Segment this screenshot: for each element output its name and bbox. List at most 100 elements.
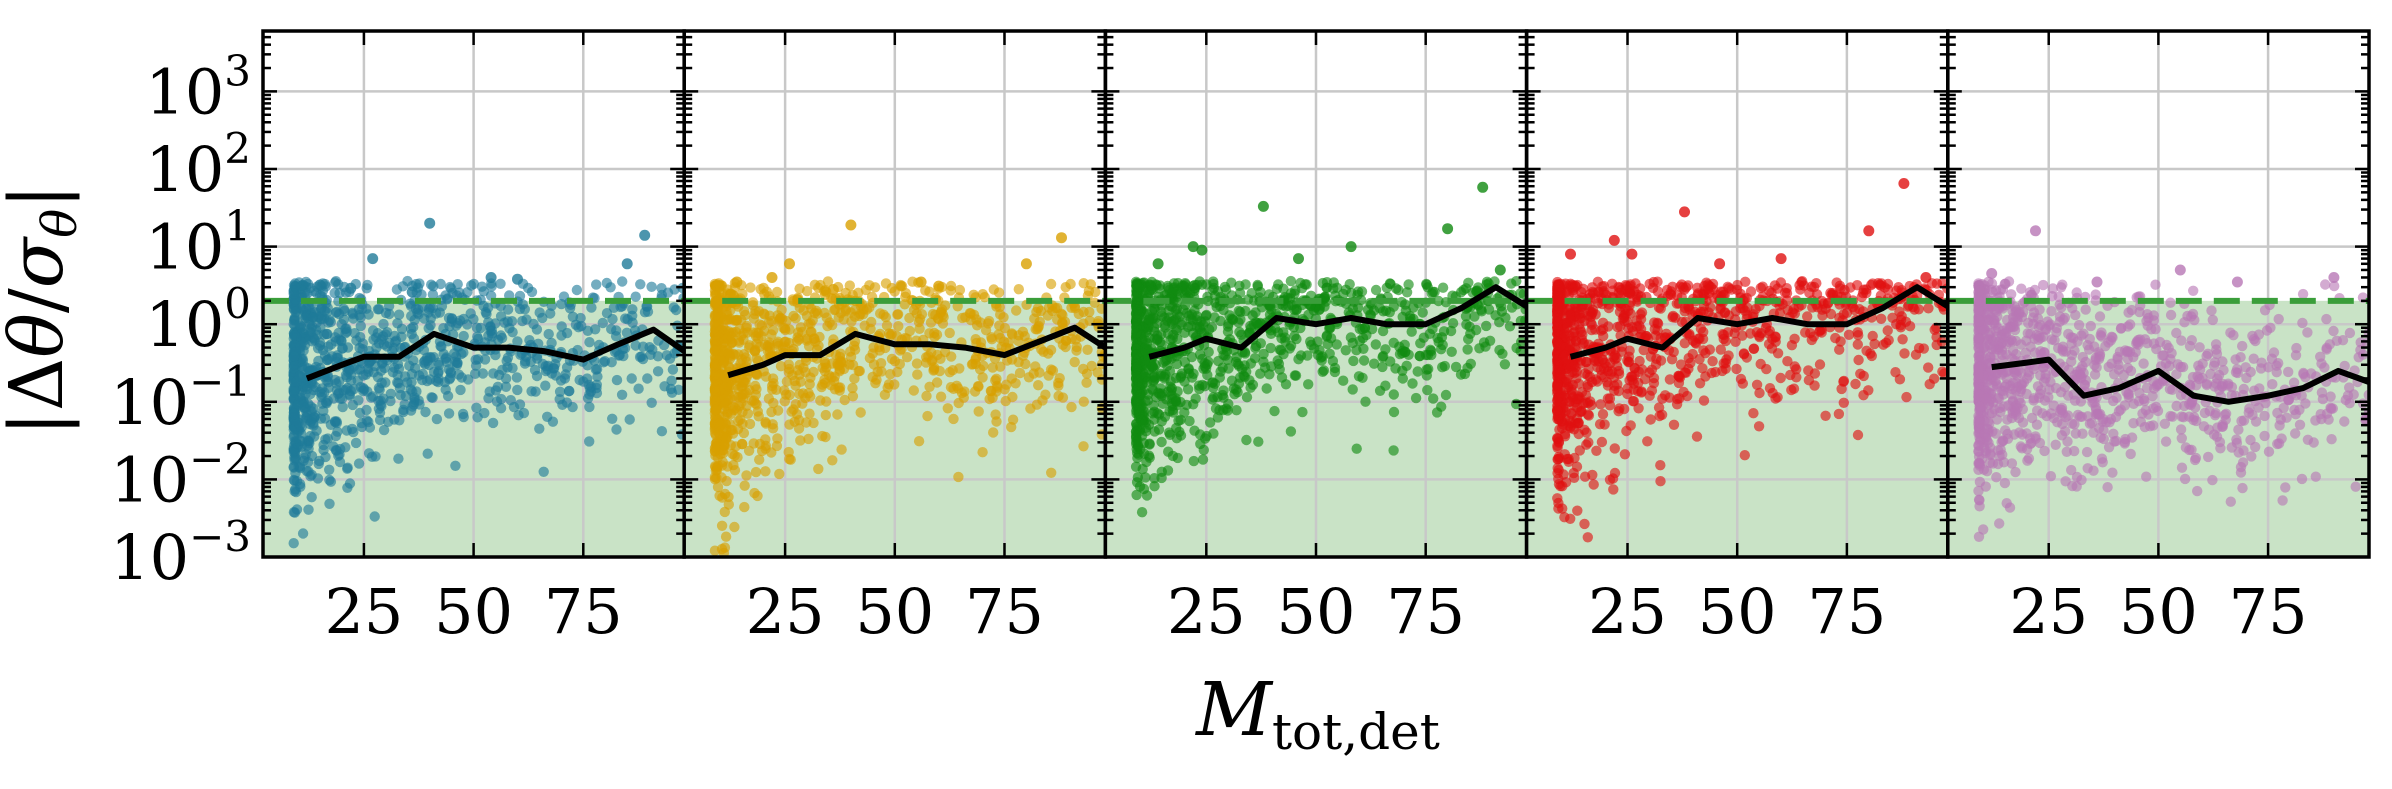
data-point <box>1614 403 1625 414</box>
data-point <box>1880 337 1892 348</box>
data-point <box>830 304 841 315</box>
data-point <box>1603 302 1615 314</box>
data-point <box>1171 297 1183 308</box>
data-point <box>1599 357 1610 369</box>
data-point <box>712 385 723 397</box>
data-point <box>598 357 609 368</box>
data-point <box>729 403 741 414</box>
outlier-point <box>424 217 436 229</box>
data-point <box>543 328 554 340</box>
data-point <box>1370 284 1382 296</box>
data-point <box>394 415 405 426</box>
data-point <box>1436 332 1448 343</box>
data-point <box>1476 304 1487 315</box>
data-point <box>1445 325 1457 337</box>
data-point <box>1090 286 1101 298</box>
data-point <box>783 446 794 458</box>
data-point <box>921 390 932 402</box>
data-point <box>1208 392 1219 403</box>
panel-2: 25 50 75 <box>682 29 1108 648</box>
data-point <box>1189 425 1200 436</box>
data-point <box>507 362 518 374</box>
data-point <box>1690 337 1701 348</box>
data-point <box>537 312 548 324</box>
data-point <box>1923 362 1934 373</box>
panel-4: 25 50 75 <box>1524 29 1950 648</box>
data-point <box>347 399 358 411</box>
outlier-point <box>1565 248 1576 260</box>
data-point <box>1553 479 1565 490</box>
data-point <box>938 312 949 323</box>
data-point <box>1755 282 1767 294</box>
data-point <box>1131 489 1142 501</box>
data-point <box>479 354 491 365</box>
data-point <box>1635 324 1647 335</box>
data-point <box>966 359 978 370</box>
data-point <box>767 384 778 395</box>
data-point <box>400 390 411 402</box>
data-point <box>1672 393 1683 405</box>
data-point <box>979 292 990 303</box>
data-point <box>473 333 484 345</box>
data-point <box>803 433 814 445</box>
data-point <box>1588 479 1599 490</box>
data-point <box>443 408 455 419</box>
data-point <box>357 344 368 355</box>
data-point <box>331 445 342 456</box>
data-point <box>308 420 319 431</box>
outlier-point <box>314 279 326 291</box>
data-point <box>1356 286 1368 297</box>
data-point <box>754 341 765 352</box>
data-point <box>1887 312 1898 323</box>
data-point <box>1731 363 1742 375</box>
data-point <box>1703 287 1715 299</box>
data-point <box>500 373 512 384</box>
data-point <box>739 501 750 513</box>
data-point <box>1737 330 1748 341</box>
data-point <box>1377 352 1388 363</box>
data-point <box>971 314 982 325</box>
data-point <box>297 528 309 539</box>
data-point <box>990 409 1001 420</box>
data-point <box>306 492 317 503</box>
data-point <box>710 323 721 334</box>
data-point <box>413 304 424 315</box>
data-point <box>1748 408 1759 419</box>
data-point <box>591 382 602 394</box>
data-point <box>1269 405 1280 417</box>
data-point <box>1598 330 1609 342</box>
data-point <box>1657 393 1668 404</box>
x-tick-label: 75 <box>965 575 1044 648</box>
data-point <box>617 276 628 287</box>
data-point <box>787 294 798 305</box>
data-point <box>1388 389 1400 400</box>
data-point <box>672 320 683 331</box>
data-point <box>754 454 765 465</box>
data-point <box>716 311 727 323</box>
data-point <box>1001 379 1012 390</box>
data-point <box>779 323 791 334</box>
outlier-point <box>766 272 778 283</box>
data-point <box>999 322 1011 334</box>
data-point <box>710 368 721 379</box>
x-tick-label: 25 <box>324 575 403 648</box>
data-point <box>1568 467 1579 479</box>
data-point <box>1627 371 1638 382</box>
data-point <box>1358 355 1370 366</box>
data-point <box>1882 325 1893 336</box>
data-point <box>1428 393 1439 404</box>
data-point <box>1785 369 1796 381</box>
data-point <box>288 351 300 362</box>
data-point <box>1740 276 1751 287</box>
data-point <box>1856 291 1868 303</box>
data-point <box>1032 303 1044 314</box>
data-point <box>774 314 785 325</box>
data-point <box>396 323 408 335</box>
data-point <box>1811 278 1822 289</box>
data-point <box>760 416 771 428</box>
data-point <box>321 328 332 340</box>
data-point <box>1407 378 1418 389</box>
data-point <box>332 426 343 437</box>
data-point <box>735 331 747 342</box>
data-point <box>1043 370 1054 381</box>
